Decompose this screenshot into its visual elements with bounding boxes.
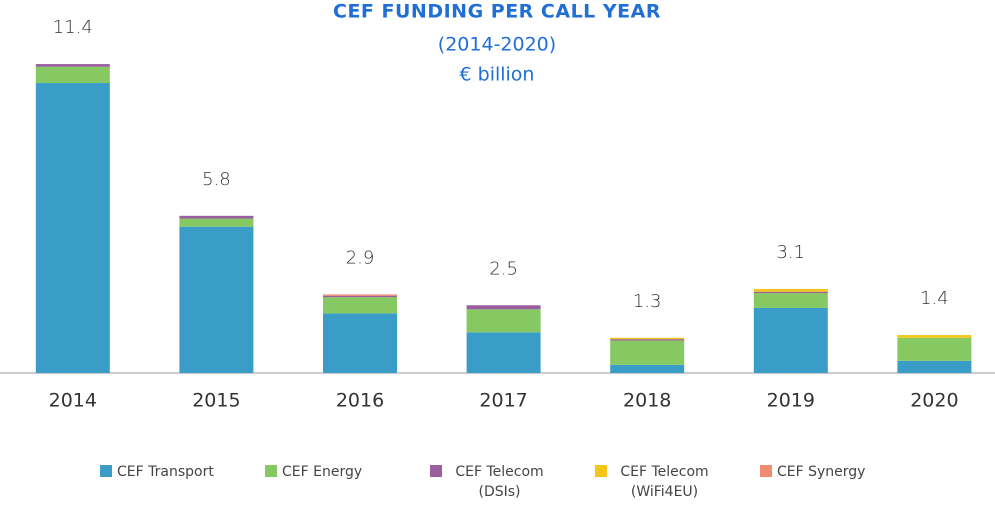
legend-item: CEF Telecom (DSIs) <box>430 462 595 502</box>
bar-segment <box>179 218 254 227</box>
bar-segment <box>323 294 397 296</box>
x-tick-label: 2018 <box>623 390 671 412</box>
total-label: 1.4 <box>920 288 949 309</box>
x-tick-label: 2015 <box>192 390 240 412</box>
bar-segment <box>179 215 254 219</box>
legend-item: CEF Synergy <box>760 462 925 502</box>
legend-label: CEF Energy <box>282 464 363 480</box>
legend: CEF Transport CEF Energy CEF Telecom (DSIs… <box>100 462 925 502</box>
total-label: 3.1 <box>776 242 805 263</box>
x-tick-label: 2020 <box>910 390 958 412</box>
bar-segment <box>610 337 685 340</box>
bar-segment <box>35 83 110 373</box>
total-label: 2.5 <box>489 258 518 279</box>
chart-title: CEF FUNDING PER CALL YEAR <box>333 1 661 23</box>
bar-segment <box>753 288 828 292</box>
legend-label: CEF Transport <box>117 464 214 480</box>
bar-segment <box>610 364 685 373</box>
total-label: 5.8 <box>202 169 231 190</box>
bar-segment <box>753 293 828 308</box>
x-tick-label: 2016 <box>336 390 384 412</box>
bar-segment <box>466 305 541 310</box>
bar-segment <box>753 307 828 373</box>
bar-segment <box>753 291 828 294</box>
x-tick-label: 2019 <box>767 390 815 412</box>
bar-segment <box>323 297 397 314</box>
total-label: 2.9 <box>346 247 375 268</box>
legend-item: CEF Telecom (WiFi4EU) <box>595 462 760 502</box>
bar-segment <box>466 309 541 333</box>
bar-segment <box>323 295 397 298</box>
x-tick-label: 2014 <box>49 390 97 412</box>
chart: CEF FUNDING PER CALL YEAR (2014-2020) € … <box>0 1 995 412</box>
bar-segment <box>897 335 972 338</box>
legend-swatch <box>760 465 772 477</box>
legend-swatch <box>430 465 442 477</box>
bar-segment <box>466 332 541 373</box>
legend-label: CEF Synergy <box>777 464 866 480</box>
legend-swatch <box>100 465 112 477</box>
legend-item: CEF Transport <box>100 462 265 502</box>
bar-segment <box>610 339 685 341</box>
x-tick-label: 2017 <box>479 390 527 412</box>
bar-segment <box>35 64 110 67</box>
legend-item: CEF Energy <box>265 462 430 502</box>
legend-swatch <box>265 465 277 477</box>
total-label: 1.3 <box>633 291 662 312</box>
legend-swatch <box>595 465 607 477</box>
unit-label: € billion <box>460 64 535 86</box>
legend-label: CEF Telecom (WiFi4EU) <box>620 464 709 500</box>
bar-segment <box>179 226 254 373</box>
chart-subtitle: (2014-2020) <box>438 34 556 56</box>
bar-segment <box>35 66 110 84</box>
bar-segment <box>897 360 972 373</box>
bar-segment <box>610 340 685 365</box>
legend-label: CEF Telecom (DSIs) <box>455 464 544 500</box>
bar-segment <box>897 337 972 361</box>
total-label: 11.4 <box>53 17 93 38</box>
bar-segment <box>323 313 397 373</box>
